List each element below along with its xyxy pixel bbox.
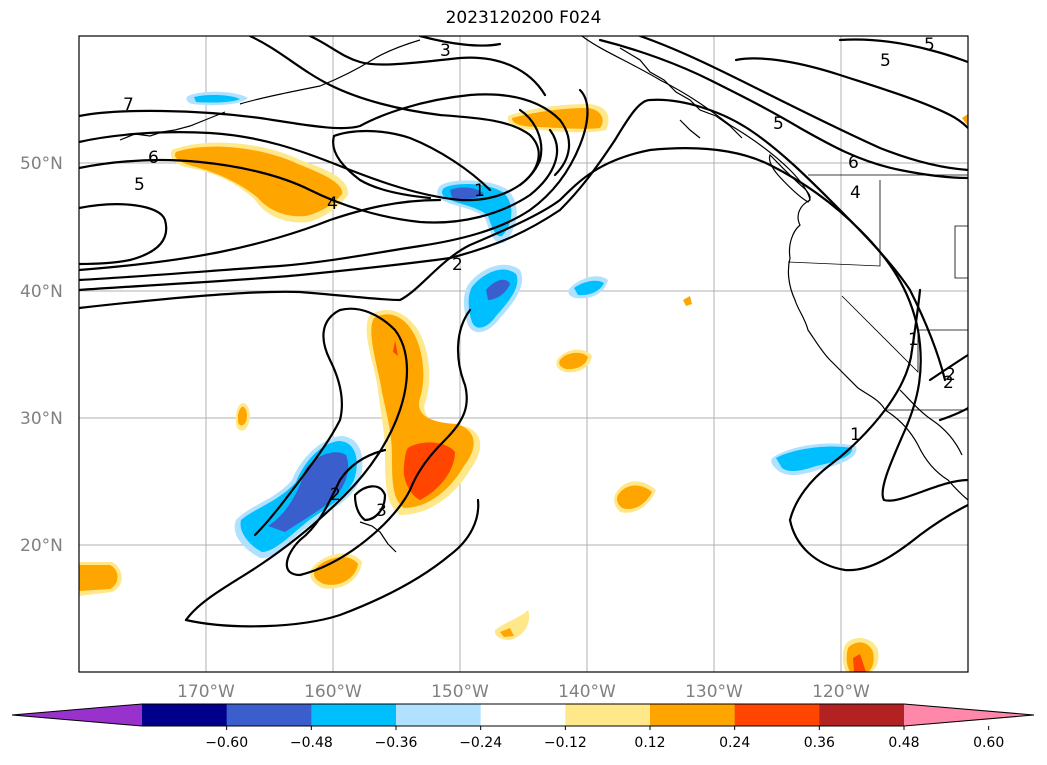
map-title: 2023120200 F024 — [445, 8, 602, 28]
contour-label: 5 — [924, 35, 935, 55]
longitude-labels: 170°W 160°W 150°W 140°W 130°W 120°W — [177, 682, 870, 702]
colorbar-tick-label: −0.60 — [205, 735, 248, 751]
colorbar-tick-label: −0.48 — [290, 735, 333, 751]
colorbar-outline — [11, 703, 1035, 727]
lat-label: 50°N — [20, 154, 63, 174]
contour-label: 4 — [850, 183, 861, 203]
colorbar-extend-max — [904, 704, 1034, 726]
lon-label: 160°W — [304, 682, 362, 702]
lat-label: 20°N — [20, 536, 63, 556]
contour-label: 2 — [452, 255, 463, 275]
contour-label: 6 — [148, 148, 159, 168]
lat-label: 40°N — [20, 282, 63, 302]
colorbar-tick-label: −0.36 — [375, 735, 418, 751]
colorbar-segment — [142, 704, 228, 726]
contour-label: 3 — [440, 41, 451, 61]
contour-label: 2 — [943, 373, 954, 393]
contour-label: 4 — [327, 194, 338, 214]
contour-label: 5 — [880, 51, 891, 71]
lat-label: 30°N — [20, 409, 63, 429]
colorbar: −0.60 −0.48 −0.36 −0.24 −0.12 0.12 0.24 0.36 0.4… — [11, 703, 1035, 751]
lon-label: 170°W — [177, 682, 235, 702]
contour-label: 3 — [376, 501, 387, 521]
contour-label: 2 — [330, 485, 341, 505]
colorbar-segment — [226, 704, 312, 726]
lon-label: 130°W — [685, 682, 743, 702]
borders — [787, 174, 968, 411]
latitude-labels: 50°N 40°N 30°N 20°N — [20, 154, 63, 556]
colorbar-tick-label: 0.24 — [719, 735, 750, 751]
gridlines — [79, 36, 968, 672]
colorbar-segment — [565, 704, 651, 726]
colorbar-extend-min — [12, 704, 142, 726]
colorbar-segment — [650, 704, 736, 726]
colorbar-tick-label: −0.24 — [459, 735, 502, 751]
colorbar-segment — [819, 704, 905, 726]
colorbar-segment — [734, 704, 820, 726]
map-frame — [78, 35, 969, 673]
lon-label: 140°W — [558, 682, 616, 702]
contour-label: 1 — [850, 425, 861, 445]
colorbar-tick-label: 0.48 — [888, 735, 919, 751]
contour-label: 5 — [773, 114, 784, 134]
colorbar-tick-label: 0.36 — [804, 735, 835, 751]
contour-label: 1 — [474, 181, 485, 201]
coastlines — [119, 36, 968, 553]
contour-label: 6 — [848, 153, 859, 173]
colorbar-segment — [480, 704, 566, 726]
contour-label: 7 — [123, 95, 134, 115]
colorbar-tick-label: −0.12 — [544, 735, 587, 751]
lon-label: 150°W — [431, 682, 489, 702]
colorbar-segment — [396, 704, 482, 726]
lon-label: 120°W — [812, 682, 870, 702]
colorbar-segment — [311, 704, 397, 726]
contour-labels: 7 6 5 4 3 2 1 5 5 5 6 4 1 2 2 3 1 2 — [123, 35, 956, 521]
contour-label: 2 — [945, 365, 956, 385]
colorbar-tick-label: 0.12 — [634, 735, 665, 751]
contour-lines — [79, 36, 968, 628]
map-area — [79, 36, 968, 672]
contour-label: 1 — [908, 330, 919, 350]
contour-label: 5 — [134, 175, 145, 195]
colorbar-tick-label: 0.60 — [973, 735, 1004, 751]
